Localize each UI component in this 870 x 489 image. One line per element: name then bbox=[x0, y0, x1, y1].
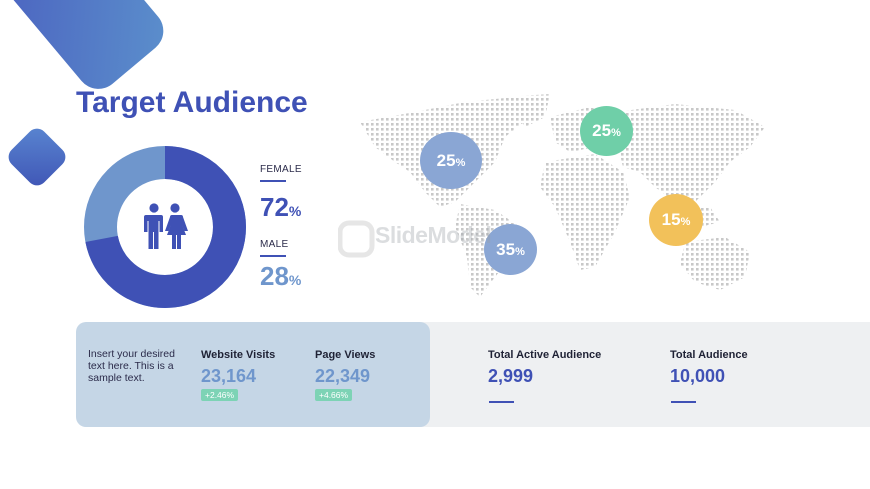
website-visits-value: 23,164 bbox=[201, 366, 257, 386]
gender-donut-chart bbox=[84, 146, 246, 308]
bubble-north-america: 25% bbox=[420, 132, 482, 189]
diamond-shape bbox=[4, 124, 70, 190]
male-value: 28% bbox=[260, 261, 302, 291]
total-active-audience-label: Total Active Audience bbox=[488, 349, 602, 361]
watermark-logo-icon bbox=[338, 220, 375, 258]
male-label: MALE bbox=[260, 239, 289, 250]
website-visits-change-badge: +2.46% bbox=[201, 389, 239, 401]
corner-shape bbox=[0, 0, 173, 98]
page-views-change-badge: +4.66% bbox=[315, 389, 353, 401]
page-views-value: 22,349 bbox=[315, 366, 371, 386]
metrics-panel bbox=[76, 322, 430, 427]
donut-female-segment bbox=[84, 146, 246, 308]
description-text: Insert your desired text here. This is a… bbox=[88, 348, 175, 384]
female-label: FEMALE bbox=[260, 164, 302, 175]
female-underline bbox=[260, 180, 286, 182]
total-audience-label: Total Audience bbox=[670, 349, 748, 361]
total-active-audience-dash bbox=[489, 401, 514, 403]
website-visits-label: Website Visits bbox=[201, 349, 276, 361]
page-views-label: Page Views bbox=[315, 349, 376, 361]
bubble-south-america: 35% bbox=[484, 224, 537, 275]
total-active-audience-value: 2,999 bbox=[488, 366, 534, 386]
totals-panel bbox=[418, 322, 870, 427]
total-audience-dash bbox=[671, 401, 696, 403]
world-map bbox=[360, 94, 765, 297]
male-underline bbox=[260, 255, 286, 257]
female-value: 72% bbox=[260, 192, 302, 222]
watermark-text: SlideModel bbox=[375, 222, 492, 248]
page-title: Target Audience bbox=[76, 86, 308, 119]
bubble-europe: 25% bbox=[580, 106, 633, 156]
bubble-asia: 15% bbox=[649, 194, 703, 246]
people-icon bbox=[144, 203, 188, 249]
total-audience-value: 10,000 bbox=[670, 366, 726, 386]
